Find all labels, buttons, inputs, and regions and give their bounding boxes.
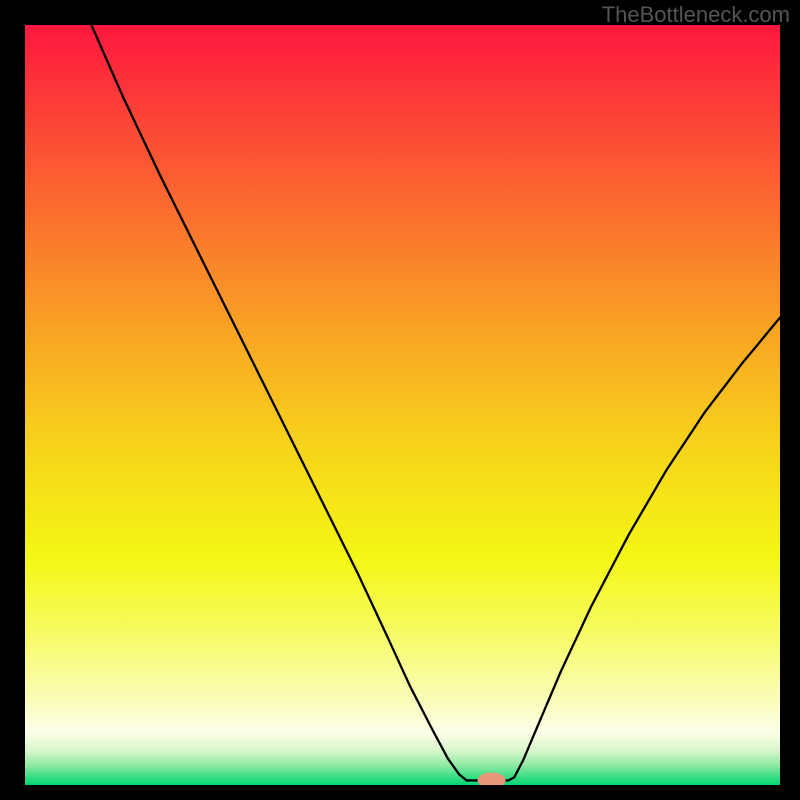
watermark-label: TheBottleneck.com [602,2,790,28]
bottleneck-chart: TheBottleneck.com [0,0,800,800]
plot-svg [25,25,780,785]
